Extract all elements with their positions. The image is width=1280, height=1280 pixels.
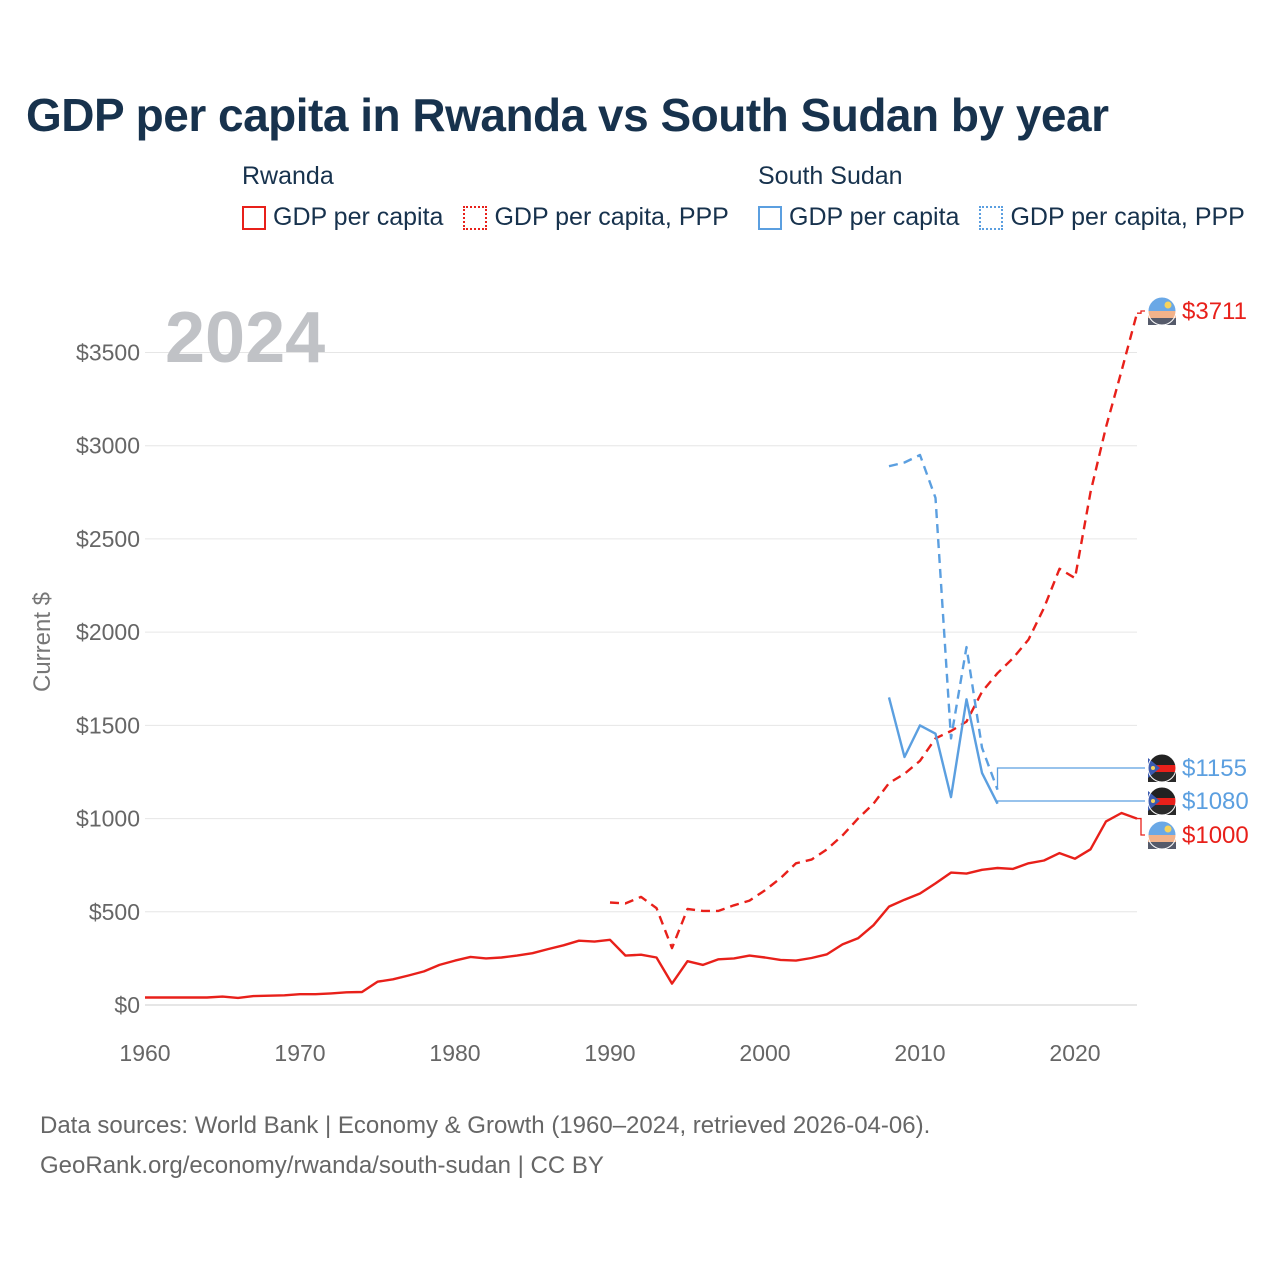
x-tick-label: 2000 — [739, 1040, 790, 1066]
legend-item-label: GDP per capita, PPP — [1010, 203, 1245, 231]
end-value-label: $1080 — [1182, 788, 1249, 815]
legend-item-south-sudan-ppp[interactable]: GDP per capita, PPP — [979, 203, 1245, 232]
flag-ring — [1147, 296, 1177, 326]
y-tick-label: $1500 — [76, 712, 140, 738]
series-line-south-sudan-gdp-per-capita — [887, 697, 999, 805]
y-tick-label: $2000 — [76, 619, 140, 645]
flag-band — [1148, 311, 1176, 318]
flag-band — [1148, 798, 1176, 805]
legend-swatch-dotted-icon — [463, 205, 488, 230]
y-axis-label: Current $ — [29, 592, 56, 692]
flag-ring — [1147, 820, 1177, 850]
y-tick-label: $3500 — [76, 340, 140, 366]
legend-item-label: GDP per capita, PPP — [494, 203, 729, 231]
flag-band — [1148, 835, 1176, 842]
series-lines — [145, 312, 1139, 1000]
chart-title: GDP per capita in Rwanda vs South Sudan … — [26, 89, 1109, 141]
legend-swatch-solid-icon — [758, 205, 782, 230]
end-value-label: $3711 — [1182, 298, 1247, 325]
axis-labels: $0 $500 $1000 $1500 $2000 $2500 $3000 $3500 1960… — [76, 340, 1101, 1067]
south-sudan-flag-icon — [1147, 786, 1177, 816]
end-value-label: $1155 — [1182, 755, 1247, 782]
flag-star — [1151, 799, 1155, 803]
end-labels: $1000 $3711 $1080 $1155 — [996, 296, 1249, 850]
label-connector — [1137, 817, 1145, 836]
flag-band — [1148, 772, 1176, 782]
grid-lines — [145, 352, 1137, 1006]
south-sudan-flag-icon — [1147, 753, 1177, 783]
x-tick-label: 1980 — [429, 1040, 480, 1066]
legend-group-rwanda: Rwanda GDP per capita GDP per capita, PP… — [242, 162, 749, 232]
flag-sun — [1164, 301, 1172, 309]
data-source-text: Data sources: World Bank | Economy & Gro… — [40, 1112, 931, 1139]
flag-ring — [1147, 786, 1177, 816]
line-chart: $0 $500 $1000 $1500 $2000 $2500 $3000 $3500 1960… — [29, 296, 1249, 1067]
series-line-south-sudan-gdp-per-capita-ppp — [888, 453, 999, 791]
label-connector — [996, 767, 1145, 790]
legend-group-south-sudan: South Sudan GDP per capita GDP per capit… — [758, 162, 1265, 232]
y-tick-label: $0 — [114, 992, 140, 1018]
y-tick-label: $3000 — [76, 433, 140, 459]
flag-ring — [1147, 753, 1177, 783]
legend-item-rwanda-ppp[interactable]: GDP per capita, PPP — [463, 203, 729, 232]
x-tick-label: 1960 — [119, 1040, 170, 1066]
legend-swatch-solid-icon — [242, 205, 266, 230]
rwanda-flag-icon — [1147, 820, 1177, 850]
legend-item-south-sudan-gdp[interactable]: GDP per capita — [758, 203, 959, 232]
label-connector — [996, 800, 1145, 804]
source-url-text: GeoRank.org/economy/rwanda/south-sudan |… — [40, 1152, 604, 1179]
legend-item-label: GDP per capita — [789, 203, 960, 231]
series-line-rwanda-gdp-per-capita — [145, 811, 1138, 1000]
x-tick-label: 1990 — [584, 1040, 635, 1066]
flag-band — [1148, 765, 1176, 772]
flag-band — [1148, 805, 1176, 815]
x-tick-label: 2010 — [894, 1040, 945, 1066]
flag-band — [1148, 318, 1176, 325]
legend-item-rwanda-gdp[interactable]: GDP per capita — [242, 203, 443, 232]
y-tick-label: $2500 — [76, 526, 140, 552]
flag-sun — [1164, 825, 1172, 833]
legend-swatch-dotted-icon — [979, 205, 1004, 230]
year-watermark: 2024 — [165, 298, 325, 378]
legend-country-label: Rwanda — [242, 162, 334, 190]
legend-country-label: South Sudan — [758, 162, 903, 190]
y-tick-label: $1000 — [76, 806, 140, 832]
label-connector — [1137, 310, 1145, 314]
rwanda-flag-icon — [1147, 296, 1177, 326]
end-value-label: $1000 — [1182, 822, 1249, 849]
flag-star — [1151, 766, 1155, 770]
y-tick-label: $500 — [89, 899, 140, 925]
legend-item-label: GDP per capita — [273, 203, 444, 231]
footer: Data sources: World Bank | Economy & Gro… — [40, 1106, 930, 1186]
flag-band — [1148, 842, 1176, 849]
x-tick-label: 2020 — [1049, 1040, 1100, 1066]
x-tick-label: 1970 — [274, 1040, 325, 1066]
